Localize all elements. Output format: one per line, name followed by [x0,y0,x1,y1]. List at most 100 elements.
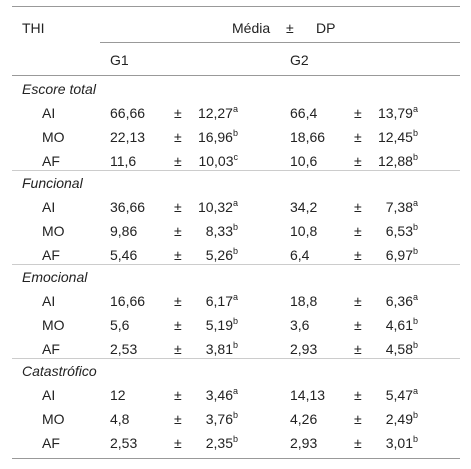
mean: 66,66 [110,105,146,121]
sd: 2,35b [205,434,238,452]
superscript: b [232,434,238,444]
rule [12,358,460,359]
superscript: a [232,104,238,114]
superscript: a [232,292,238,302]
pm: ± [174,293,182,309]
group-label: G2 [290,52,309,68]
row-label: MO [42,129,65,145]
mean: 36,66 [110,199,146,215]
sd: 10,03c [198,152,239,170]
mean: 10,6 [290,153,318,169]
header-pm: ± [286,20,294,36]
mean: 2,53 [110,435,138,451]
mean: 66,4 [290,105,318,121]
row-label: AF [42,435,60,451]
rule [12,264,460,265]
mean: 18,8 [290,293,318,309]
section-title: Catastrófico [22,363,97,379]
mean: 16,66 [110,293,146,309]
mean: 2,93 [290,341,318,357]
sd: 12,27a [197,104,238,122]
header-label: THI [22,20,45,36]
pm: ± [174,129,182,145]
pm: ± [354,199,362,215]
row-label: AF [42,341,60,357]
mean: 18,66 [290,129,326,145]
sd: 10,32a [197,198,238,216]
mean: 11,6 [110,153,137,169]
rule [12,170,460,171]
superscript: a [412,198,418,208]
sd: 4,58b [385,340,418,358]
row-label: MO [42,411,65,427]
superscript: a [232,386,238,396]
pm: ± [354,129,362,145]
superscript: b [232,410,238,420]
superscript: b [232,316,238,326]
mean: 9,86 [110,223,138,239]
sd: 4,61b [385,316,418,334]
superscript: b [412,152,418,162]
rule [12,6,460,7]
superscript: b [232,128,238,138]
superscript: b [412,128,418,138]
header-sd: DP [316,20,336,36]
superscript: b [412,316,418,326]
pm: ± [354,411,362,427]
pm: ± [354,223,362,239]
superscript: b [412,434,418,444]
superscript: b [232,246,238,256]
sd: 12,45b [377,128,418,146]
sd: 3,76b [205,410,238,428]
row-label: MO [42,223,65,239]
mean: 5,6 [110,317,130,333]
mean: 34,2 [290,199,318,215]
superscript: c [233,152,239,162]
row-label: AI [42,105,56,121]
mean: 5,46 [110,247,138,263]
sd: 6,97b [385,246,418,264]
pm: ± [354,247,362,263]
rule [100,42,460,43]
row-label: MO [42,317,65,333]
pm: ± [354,153,362,169]
pm: ± [354,293,362,309]
sd: 8,33b [205,222,238,240]
mean: 12 [110,387,126,403]
pm: ± [174,435,182,451]
sd: 6,17a [205,292,238,310]
pm: ± [354,105,362,121]
header-mean: Média [232,20,271,36]
mean: 2,53 [110,341,138,357]
sd: 5,26b [205,246,238,264]
section-title: Escore total [22,81,96,97]
sd: 2,49b [385,410,418,428]
sd: 5,47a [385,386,418,404]
sd: 13,79a [377,104,418,122]
pm: ± [354,341,362,357]
rule [12,458,460,459]
superscript: a [412,386,418,396]
section-title: Emocional [22,269,88,285]
row-label: AI [42,199,56,215]
mean: 4,8 [110,411,130,427]
pm: ± [174,153,182,169]
group-label: G1 [110,52,129,68]
mean: 6,4 [290,247,310,263]
mean: 4,26 [290,411,318,427]
superscript: b [412,410,418,420]
superscript: b [412,246,418,256]
sd: 5,19b [205,316,238,334]
section-title: Funcional [22,175,83,191]
sd: 16,96b [197,128,238,146]
superscript: b [412,340,418,350]
mean: 3,6 [290,317,310,333]
sd: 6,53b [385,222,418,240]
sd: 6,36a [385,292,418,310]
mean: 14,13 [290,387,326,403]
mean: 22,13 [110,129,146,145]
row-label: AI [42,293,56,309]
pm: ± [354,387,362,403]
mean: 2,93 [290,435,318,451]
